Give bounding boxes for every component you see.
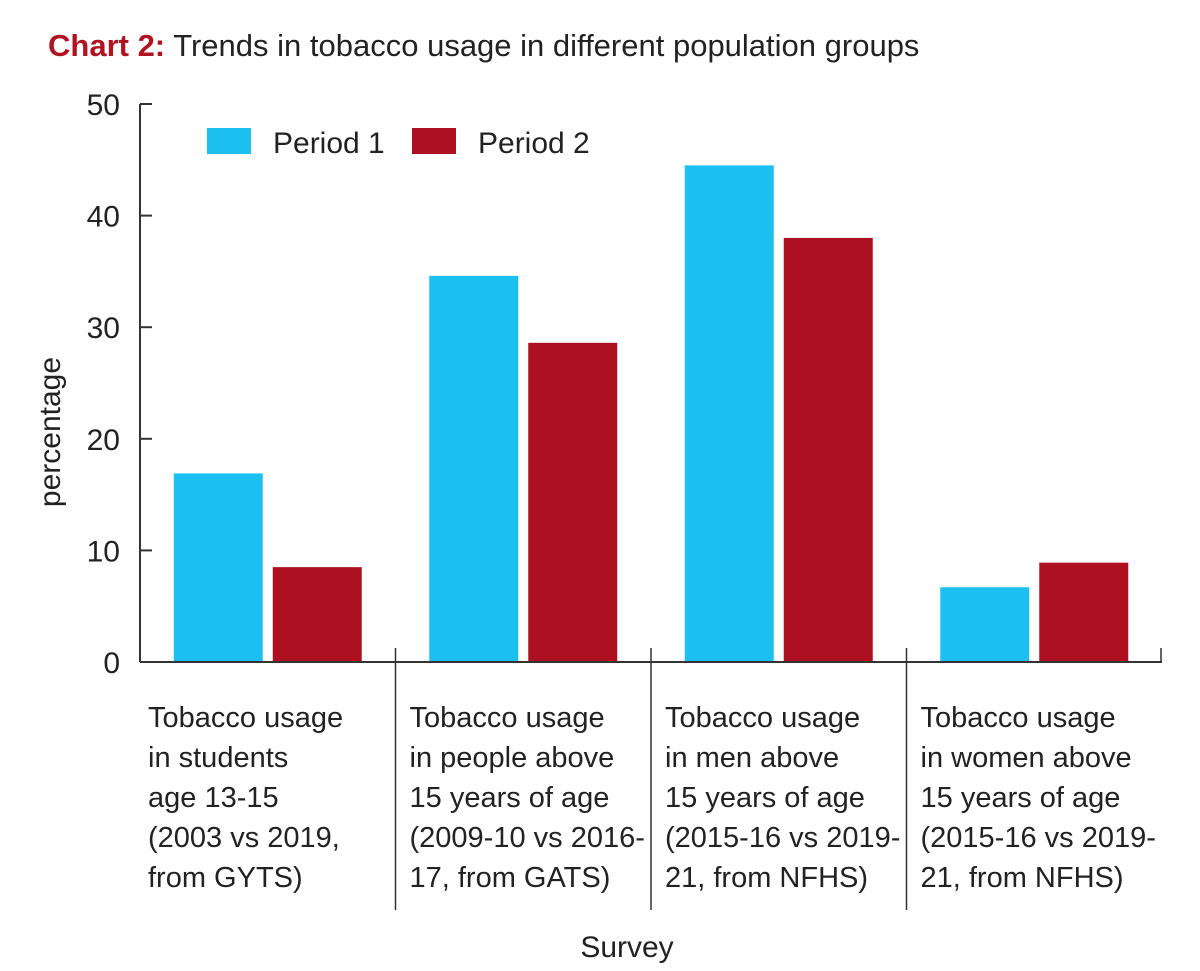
category-label-4: Tobacco usage in women above 15 years of a… xyxy=(921,702,1156,894)
category-label-line: (2009-10 vs 2016- xyxy=(410,822,645,854)
x-axis-title: Survey xyxy=(580,931,673,964)
bar-period-1-3 xyxy=(684,165,774,662)
category-label-line: (2003 vs 2019, xyxy=(148,822,340,854)
bar-period-1-1 xyxy=(173,473,263,662)
category-label-line: 15 years of age xyxy=(921,782,1121,814)
category-labels: Tobacco usage in students age 13-15 (2003 v… xyxy=(148,702,1156,894)
chart-title-text: Trends in tobacco usage in different pop… xyxy=(173,28,920,63)
category-label-line: in people above xyxy=(410,742,615,774)
y-tick-label: 50 xyxy=(87,89,120,122)
y-tick-label: 30 xyxy=(87,312,120,345)
chart-title: Chart 2: Trends in tobacco usage in diff… xyxy=(48,26,919,66)
category-label-line: 17, from GATS) xyxy=(410,862,611,894)
y-tick-label: 10 xyxy=(87,535,120,568)
legend-label-1: Period 1 xyxy=(273,127,385,160)
y-tick-label: 0 xyxy=(103,647,120,680)
category-label-line: 15 years of age xyxy=(665,782,865,814)
y-tick-label: 40 xyxy=(87,201,120,234)
chart-title-prefix: Chart 2: xyxy=(48,28,166,63)
category-label-2: Tobacco usage in people above 15 years of … xyxy=(410,702,645,894)
category-label-line: Tobacco usage xyxy=(148,702,343,734)
bar-period-1-4 xyxy=(940,587,1030,662)
category-label-line: in women above xyxy=(921,742,1132,774)
bar-period-2-2 xyxy=(528,342,618,662)
category-label-line: 21, from NFHS) xyxy=(665,862,868,894)
y-axis: 0 10 20 30 40 50 xyxy=(87,89,152,680)
x-axis xyxy=(140,648,1162,910)
category-label-line: Tobacco usage xyxy=(665,702,860,734)
legend: Period 1 Period 2 xyxy=(207,127,590,160)
category-label-1: Tobacco usage in students age 13-15 (2003 v… xyxy=(148,702,343,894)
legend-swatch-1 xyxy=(207,128,251,154)
bar-period-1-2 xyxy=(429,275,519,662)
category-label-line: (2015-16 vs 2019- xyxy=(921,822,1156,854)
legend-swatch-2 xyxy=(412,128,456,154)
category-label-line: 15 years of age xyxy=(410,782,610,814)
y-tick-label: 20 xyxy=(87,424,120,457)
category-label-line: in students xyxy=(148,742,288,774)
category-label-line: Tobacco usage xyxy=(921,702,1116,734)
bar-period-2-3 xyxy=(783,237,873,663)
bar-period-2-4 xyxy=(1039,562,1129,662)
bars xyxy=(173,165,1129,663)
y-axis-title: percentage xyxy=(34,357,67,507)
category-label-line: in men above xyxy=(665,742,839,774)
category-label-3: Tobacco usage in men above 15 years of age… xyxy=(665,702,900,894)
category-label-line: 21, from NFHS) xyxy=(921,862,1124,894)
legend-label-2: Period 2 xyxy=(478,127,590,160)
category-label-line: Tobacco usage xyxy=(410,702,605,734)
category-label-line: age 13-15 xyxy=(148,782,279,814)
category-label-line: from GYTS) xyxy=(148,862,303,894)
bar-period-2-1 xyxy=(272,567,362,662)
category-label-line: (2015-16 vs 2019- xyxy=(665,822,900,854)
